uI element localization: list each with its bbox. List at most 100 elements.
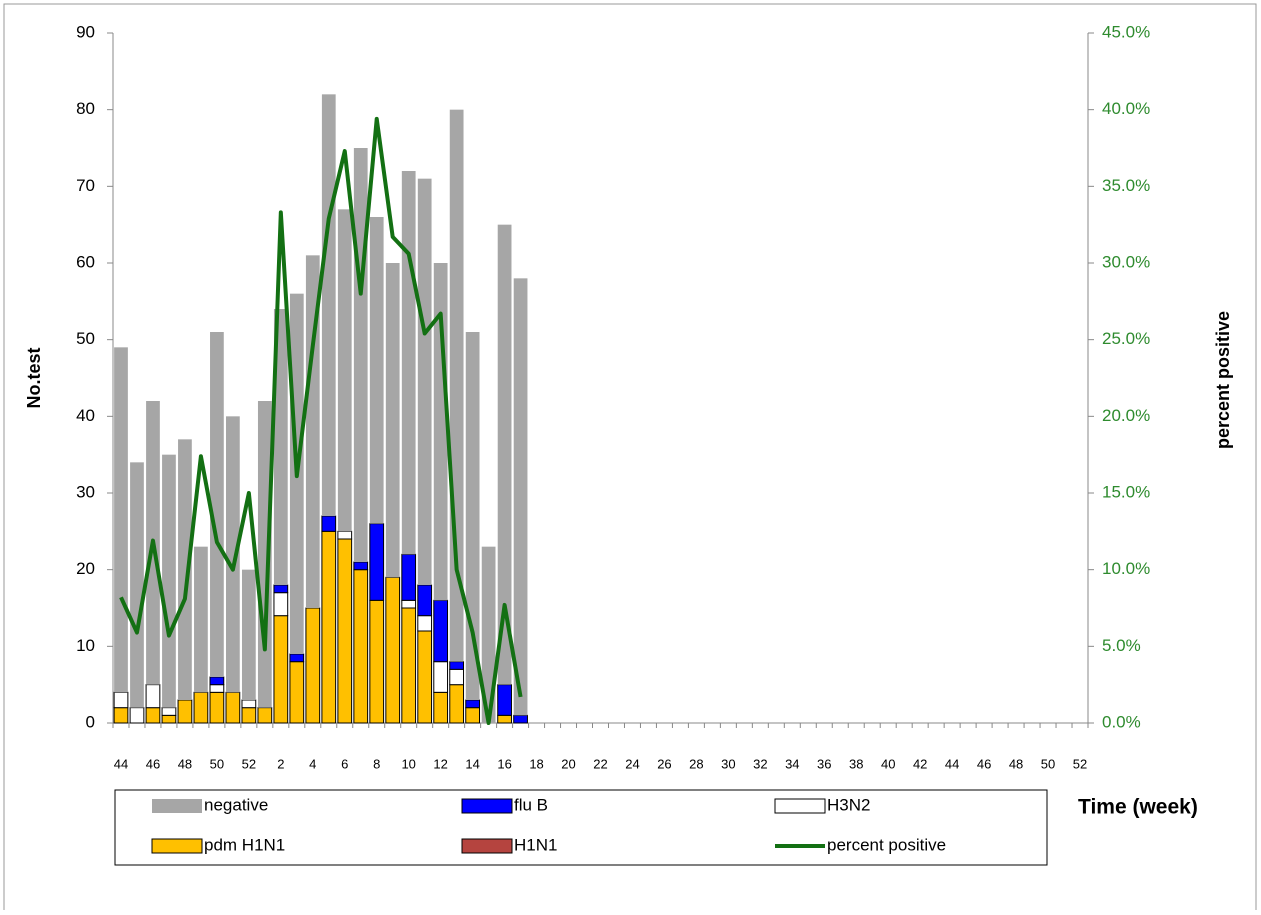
y2-tick-label: 35.0% — [1102, 176, 1150, 195]
y-tick-label: 70 — [76, 176, 95, 195]
bar-segment — [465, 332, 480, 700]
y2-tick-label: 15.0% — [1102, 482, 1150, 501]
y2-tick-label: 0.0% — [1102, 712, 1141, 731]
x-tick-label: 48 — [178, 756, 192, 771]
legend-swatch — [152, 799, 202, 813]
bar-segment — [513, 278, 528, 716]
y-tick-label: 50 — [76, 329, 95, 348]
bar-segment — [321, 515, 337, 532]
bar-segment — [353, 148, 368, 562]
bar-segment — [401, 599, 417, 609]
y2-tick-label: 40.0% — [1102, 99, 1150, 118]
legend-swatch — [151, 838, 203, 854]
x-tick-label: 50 — [210, 756, 224, 771]
x-tick-label: 52 — [1073, 756, 1087, 771]
bar-segment — [161, 714, 177, 724]
x-tick-label: 16 — [497, 756, 511, 771]
bar-segment — [449, 109, 464, 662]
legend-swatch — [774, 798, 826, 814]
legend-label: H3N2 — [827, 795, 870, 814]
bar-segment — [497, 714, 512, 724]
bar-segment — [321, 530, 337, 724]
bar-segment — [305, 607, 321, 724]
x-tick-label: 10 — [401, 756, 415, 771]
bar-segment — [337, 209, 352, 532]
bar-segment — [353, 569, 369, 724]
x-tick-label: 12 — [433, 756, 447, 771]
y-tick-label: 40 — [76, 406, 95, 425]
bar-segment — [145, 707, 161, 724]
bar-segment — [225, 691, 241, 724]
legend-box — [114, 789, 1048, 866]
x-tick-label: 24 — [625, 756, 639, 771]
x-tick-label: 48 — [1009, 756, 1023, 771]
bar-segment — [481, 546, 496, 723]
bar-segment — [257, 707, 273, 724]
bar-segment — [337, 530, 353, 540]
x-tick-label: 30 — [721, 756, 735, 771]
bar-segment — [417, 584, 433, 617]
legend-label: flu B — [514, 795, 548, 814]
bar-segment — [369, 599, 385, 724]
bar-segment — [273, 615, 289, 724]
bar-segment — [161, 707, 177, 716]
legend-label: percent positive — [827, 835, 946, 854]
bar-segment — [449, 661, 465, 670]
bar-segment — [449, 668, 465, 686]
x-tick-label: 44 — [114, 756, 128, 771]
x-tick-label: 32 — [753, 756, 767, 771]
bar-segment — [433, 599, 449, 663]
x-tick-label: 40 — [881, 756, 895, 771]
y2-axis-title: percent positive — [1213, 311, 1233, 449]
bar-segment — [194, 546, 208, 693]
chart-frame — [3, 3, 1257, 915]
x-tick-label: 22 — [593, 756, 607, 771]
x-tick-label: 46 — [977, 756, 991, 771]
bar-segment — [497, 684, 512, 716]
bar-segment — [273, 309, 288, 585]
y2-tick-label: 30.0% — [1102, 252, 1150, 271]
bar-segment — [178, 439, 192, 700]
y-tick-label: 30 — [76, 482, 95, 501]
bar-segment — [433, 661, 449, 693]
legend-label: negative — [204, 795, 268, 814]
y2-tick-label: 20.0% — [1102, 406, 1150, 425]
bar-segment — [114, 347, 128, 693]
bar-segment — [321, 94, 336, 516]
bar-segment — [177, 699, 193, 724]
x-tick-label: 38 — [849, 756, 863, 771]
y2-tick-label: 5.0% — [1102, 636, 1141, 655]
bar-segment — [337, 538, 353, 724]
y-tick-label: 80 — [76, 99, 95, 118]
bar-segment — [241, 707, 257, 724]
bar-segment — [289, 661, 305, 724]
legend-label: H1N1 — [514, 835, 557, 854]
bar-segment — [385, 263, 400, 578]
bar-segment — [162, 454, 176, 708]
bar-segment — [417, 178, 432, 585]
bar-segment — [113, 691, 129, 709]
y-axis-title: No.test — [24, 347, 44, 408]
x-tick-label: 6 — [341, 756, 348, 771]
bar-segment — [241, 699, 257, 709]
bar-segment — [369, 217, 384, 524]
bar-segment — [401, 607, 417, 724]
x-tick-label: 14 — [465, 756, 479, 771]
x-tick-label: 18 — [529, 756, 543, 771]
bar-segment — [113, 707, 129, 724]
y2-tick-label: 25.0% — [1102, 329, 1150, 348]
y2-tick-label: 10.0% — [1102, 559, 1150, 578]
bar-segment — [417, 615, 433, 632]
bar-segment — [353, 561, 369, 571]
x-axis-title: Time (week) — [1078, 796, 1198, 819]
bar-segment — [241, 569, 256, 700]
legend-label: pdm H1N1 — [204, 835, 285, 854]
x-tick-label: 4 — [309, 756, 316, 771]
bar-segment — [129, 707, 145, 724]
y-tick-label: 10 — [76, 636, 95, 655]
y-tick-label: 20 — [76, 559, 95, 578]
bar-segment — [210, 332, 224, 677]
bar-segment — [209, 676, 225, 686]
bar-segment — [417, 630, 433, 724]
